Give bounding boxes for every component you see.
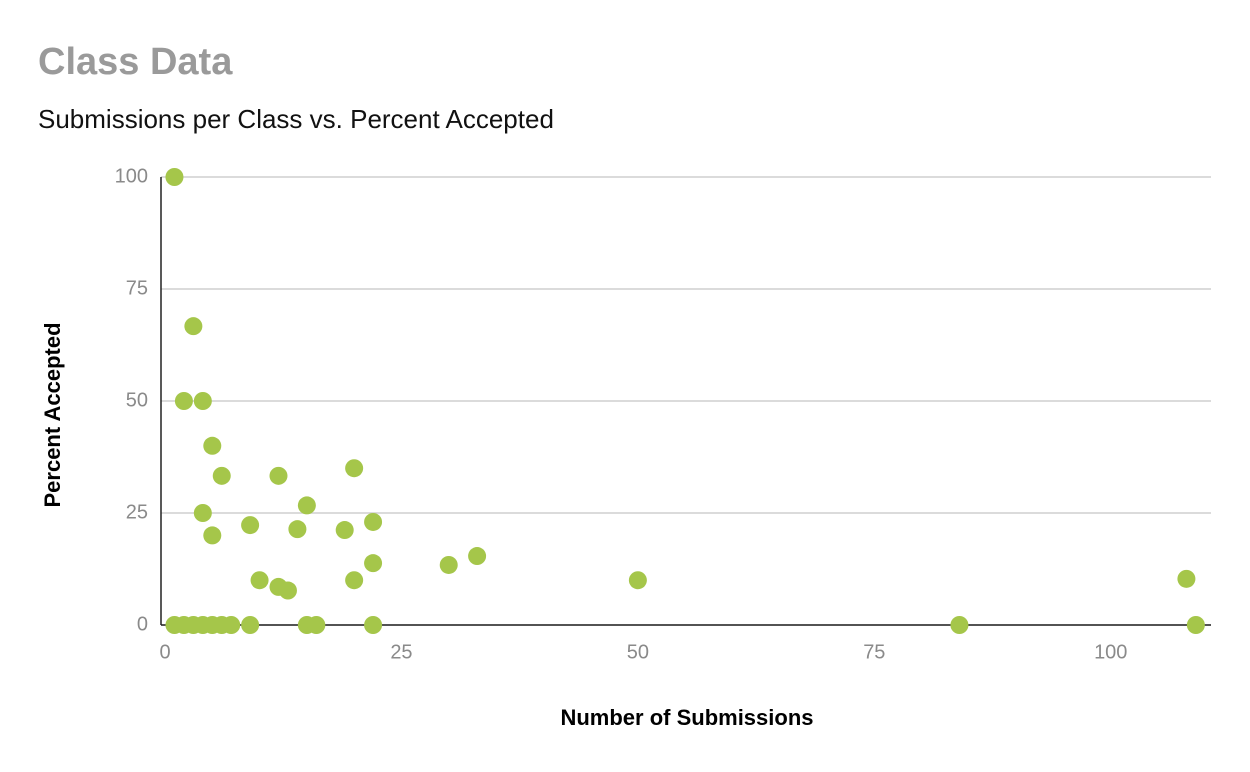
point — [203, 526, 222, 545]
y-tick-label: 25 — [126, 501, 148, 523]
y-tick-label: 75 — [126, 277, 148, 299]
point — [364, 616, 383, 634]
point — [468, 547, 487, 566]
point — [278, 581, 297, 600]
point — [1186, 616, 1205, 634]
point — [193, 392, 212, 410]
point — [288, 520, 307, 539]
x-tick-label: 75 — [863, 641, 885, 663]
point — [335, 521, 354, 540]
y-tick-label: 100 — [115, 165, 148, 187]
point — [628, 571, 647, 590]
x-tick-label: 50 — [627, 641, 649, 663]
point — [950, 616, 969, 634]
point — [184, 317, 203, 336]
point — [174, 392, 193, 410]
point — [364, 512, 383, 531]
point — [203, 436, 222, 455]
point — [364, 554, 383, 573]
point — [307, 616, 326, 634]
x-axis-label: Number of Submissions — [560, 705, 813, 730]
y-tick-label: 0 — [137, 613, 148, 635]
chart-subtitle: Submissions per Class vs. Percent Accept… — [38, 104, 554, 134]
point — [345, 571, 364, 590]
x-tick-label: 100 — [1094, 641, 1127, 663]
point — [250, 571, 269, 590]
point — [345, 459, 364, 478]
point — [212, 466, 231, 485]
point — [269, 466, 288, 485]
y-tick-label: 50 — [126, 389, 148, 411]
x-tick-label: 25 — [390, 641, 412, 663]
y-axis-label: Percent Accepted — [40, 322, 65, 507]
point — [241, 616, 260, 634]
point — [297, 496, 316, 515]
point — [1177, 569, 1196, 588]
point — [222, 616, 241, 634]
point — [439, 555, 458, 574]
point — [241, 516, 260, 535]
chart-title: Class Data — [38, 41, 233, 83]
point — [193, 504, 212, 522]
x-tick-label: 0 — [159, 641, 170, 663]
point — [165, 168, 184, 186]
